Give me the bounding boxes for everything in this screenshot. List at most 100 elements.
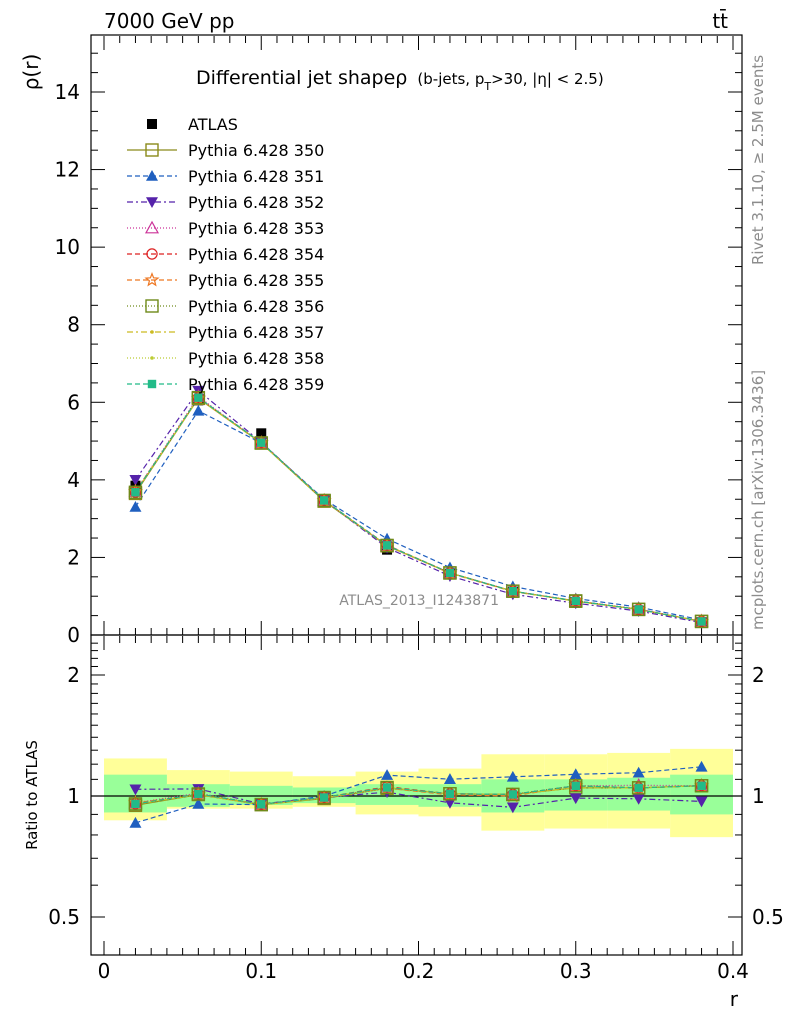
- series-line-350: [134, 397, 702, 622]
- ratio-series-layer: [127, 760, 710, 828]
- legend-label-351: Pythia 6.428 351: [188, 167, 324, 186]
- legend-marker-354: [146, 248, 158, 260]
- series-point-356: [380, 538, 394, 553]
- analysis-watermark: ATLAS_2013_I1243871: [339, 593, 499, 609]
- legend-marker-359: [147, 379, 157, 389]
- ratio-point-359: [508, 790, 518, 799]
- ratio-y-tick-label-right: 1: [752, 784, 765, 808]
- ratio-point-359: [257, 800, 266, 809]
- series-point-359: [571, 596, 580, 606]
- ratio-point-356: [569, 779, 583, 793]
- ratio-point-351: [381, 769, 394, 780]
- series-point-356: [254, 436, 268, 450]
- series-line-351: [134, 410, 702, 621]
- series-point-359: [634, 605, 643, 614]
- series-line-358: [134, 397, 702, 622]
- series-line-354: [134, 396, 702, 622]
- series-point-356: [631, 602, 646, 617]
- ratio-point-354: [129, 798, 142, 810]
- legend-marker-353: [144, 220, 160, 234]
- legend-marker-350: [145, 143, 159, 157]
- main-y-tick-label: 8: [67, 313, 80, 337]
- legend-label-353: Pythia 6.428 353: [188, 219, 324, 238]
- series-point-356: [443, 566, 457, 580]
- x-tick-label: 0.3: [560, 959, 592, 983]
- series-point-356: [569, 594, 583, 608]
- ratio-point-351: [506, 770, 519, 782]
- ratio-point-352: [695, 796, 708, 808]
- ratio-point-351: [443, 773, 456, 784]
- series-point-352: [129, 475, 142, 486]
- ratio-point-351: [192, 797, 205, 809]
- main-axes: 0 2 4 6 8 10 12 14: [55, 36, 742, 647]
- ratio-line-351: [135, 766, 702, 824]
- series-point-359: [131, 488, 140, 497]
- series-point-354: [129, 486, 142, 498]
- legend-marker-355: [144, 272, 160, 287]
- ratio-y-tick-label: 2: [67, 663, 80, 687]
- ratio-point-351: [129, 816, 142, 828]
- ratio-point-356: [506, 787, 520, 802]
- ratio-line-352: [135, 788, 702, 808]
- series-line-353: [134, 395, 702, 622]
- legend-marker-358: [150, 356, 154, 360]
- ratio-band-green: [670, 774, 733, 815]
- main-series-layer: [127, 385, 710, 629]
- ratio-point-356: [191, 787, 206, 801]
- ratio-point-352: [129, 784, 142, 796]
- ratio-y-tick-label: 1: [67, 784, 80, 808]
- series-point-356: [506, 584, 520, 598]
- ratio-point-359: [382, 783, 392, 792]
- main-y-tick-label: 10: [55, 235, 80, 259]
- series-point-359: [508, 586, 518, 596]
- x-axis-label: r: [730, 987, 739, 1011]
- series-point-356: [317, 493, 331, 508]
- main-y-tick-label: 4: [67, 468, 80, 492]
- ratio-axes: 0 0.1 0.2 0.3 0.4 0.5 0.5 1 1 2 2: [48, 636, 784, 983]
- legend-label-350: Pythia 6.428 350: [188, 141, 324, 160]
- plot-title: Differential jet shapeρ (b-jets, pT>30, …: [196, 67, 604, 93]
- ratio-line-359: [135, 785, 702, 805]
- legend-label-356: Pythia 6.428 356: [188, 297, 324, 316]
- legend-label-359: Pythia 6.428 359: [188, 375, 324, 394]
- ratio-point-351: [695, 760, 708, 772]
- legend-label-352: Pythia 6.428 352: [188, 193, 324, 212]
- ratio-point-351: [569, 768, 582, 780]
- series-point-356: [128, 485, 143, 499]
- ratio-point-359: [571, 781, 580, 790]
- ratio-line-358: [135, 785, 702, 806]
- series-line-357: [134, 397, 702, 622]
- series-point-359: [257, 438, 266, 447]
- series-line-356: [134, 396, 702, 622]
- ratio-point-356: [254, 797, 268, 812]
- ratio-point-352: [506, 802, 519, 814]
- ratio-uncertainty-bands: [91, 748, 742, 838]
- ratio-point-352: [569, 793, 582, 805]
- series-line-355: [134, 397, 702, 622]
- ratio-point-356: [631, 781, 646, 795]
- ratio-y-tick-label-right: 2: [752, 663, 765, 687]
- x-tick-label: 0.1: [245, 959, 277, 983]
- main-y-tick-label: 0: [67, 623, 80, 647]
- ratio-point-359: [319, 793, 329, 802]
- series-point-359: [697, 617, 706, 626]
- series-point-359: [194, 393, 203, 402]
- legend-marker-351: [146, 170, 158, 181]
- series-point-359: [382, 541, 392, 550]
- ratio-point-356: [128, 797, 143, 811]
- header-energy-label: 7000 GeV pp: [104, 9, 235, 33]
- series-line-359: [134, 396, 702, 622]
- atlas-data-point: [256, 428, 267, 439]
- ratio-y-tick-label-right: 0.5: [752, 905, 784, 929]
- legend-marker-356: [145, 299, 159, 313]
- legend-marker-352: [146, 197, 158, 208]
- legend-marker-357: [150, 330, 154, 334]
- main-y-tick-label: 2: [67, 545, 80, 569]
- ratio-point-352: [443, 797, 456, 809]
- ratio-point-359: [634, 783, 643, 793]
- main-y-axis-label: ρ(r): [19, 54, 43, 91]
- legend-label-357: Pythia 6.428 357: [188, 323, 324, 342]
- ratio-point-359: [131, 799, 140, 809]
- mcplots-reference-label: mcplots.cern.ch [arXiv:1306.3436]: [749, 370, 767, 630]
